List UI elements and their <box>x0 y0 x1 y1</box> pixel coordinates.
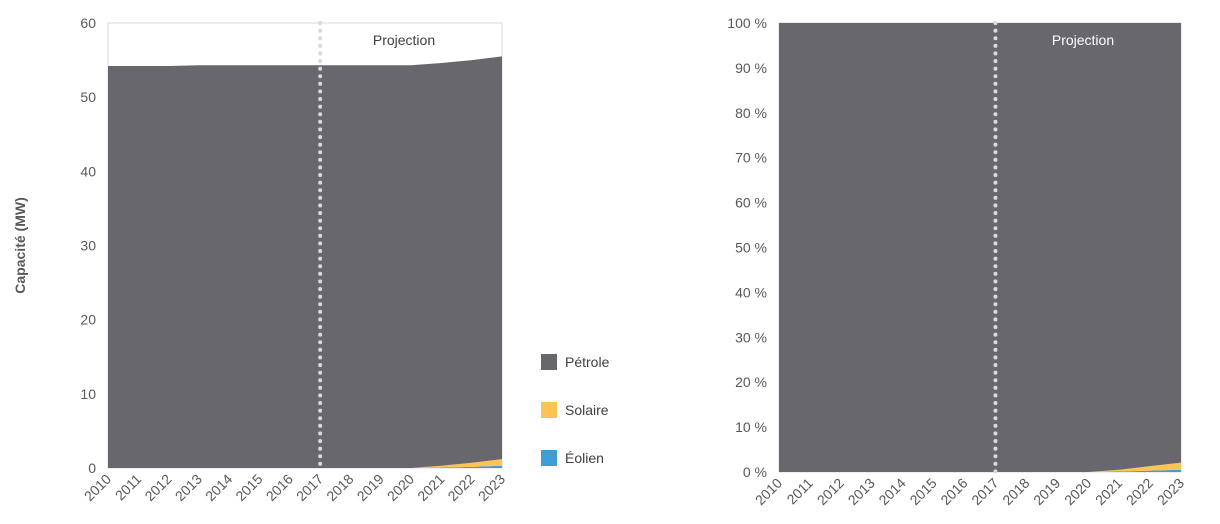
chart2-y-tick-label: 30 % <box>735 329 767 345</box>
chart1-y-tick-label: 0 <box>88 460 96 476</box>
chart2-area-petrole <box>779 23 1181 472</box>
chart1-area-eolien <box>108 465 502 468</box>
chart1-y-tick-label: 20 <box>80 312 96 328</box>
chart2-x-tick-label: 2020 <box>1061 475 1094 508</box>
chart1-x-tick-label: 2017 <box>293 471 326 504</box>
chart2-x-tick-label: 2015 <box>906 475 939 508</box>
chart1-projection-label: Projection <box>373 32 435 48</box>
chart1-x-tick-label: 2016 <box>263 471 296 504</box>
chart2-x-tick-label: 2017 <box>968 475 1001 508</box>
chart1-y-tick-label: 30 <box>80 238 96 254</box>
legend-swatch-solaire <box>541 402 557 418</box>
chart1-area-solaire <box>108 459 502 468</box>
chart1-y-axis-label: Capacité (MW) <box>12 197 28 293</box>
chart2-y-tick-label: 0 % <box>743 464 767 480</box>
chart1-y-tick-label: 40 <box>80 163 96 179</box>
chart2-x-tick-label: 2016 <box>937 475 970 508</box>
chart2-x-tick-label: 2022 <box>1123 475 1156 508</box>
chart1-x-tick-label: 2015 <box>232 471 265 504</box>
chart1-x-tick-label: 2023 <box>475 471 508 504</box>
chart1-y-tick-label: 60 <box>80 15 96 31</box>
chart2-x-tick-label: 2019 <box>1030 475 1063 508</box>
chart1-x-tick-label: 2018 <box>323 471 356 504</box>
legend: Pétrole Solaire Éolien <box>541 354 610 466</box>
chart1-x-tick-label: 2013 <box>172 471 205 504</box>
chart1-x-tick-label: 2020 <box>384 471 417 504</box>
chart1-x-tick-label: 2010 <box>81 471 114 504</box>
chart2-y-tick-label: 70 % <box>735 150 767 166</box>
chart2-y-tick-label: 10 % <box>735 419 767 435</box>
chart1-x-tick-label: 2012 <box>141 471 174 504</box>
chart2-projection-label: Projection <box>1052 32 1114 48</box>
chart2-x-tick-label: 2021 <box>1092 475 1125 508</box>
chart2-y-tick-label: 90 % <box>735 60 767 76</box>
chart2-x-tick-label: 2012 <box>814 475 847 508</box>
chart2-x-tick-label: 2013 <box>845 475 878 508</box>
chart2-area-eolien <box>779 469 1181 472</box>
capacity-mw-chart: 0102030405060201020112012201320142015201… <box>12 15 508 504</box>
legend-label-eolien: Éolien <box>565 450 604 466</box>
chart2-y-tick-label: 50 % <box>735 240 767 256</box>
chart2-x-tick-label: 2014 <box>875 475 908 508</box>
chart1-y-tick-label: 10 <box>80 386 96 402</box>
chart1-x-tick-label: 2022 <box>444 471 477 504</box>
legend-label-petrole: Pétrole <box>565 354 610 370</box>
chart1-x-tick-label: 2019 <box>354 471 387 504</box>
chart1-x-tick-label: 2011 <box>112 471 145 504</box>
chart2-y-tick-label: 40 % <box>735 284 767 300</box>
chart2-x-tick-label: 2018 <box>999 475 1032 508</box>
chart2-x-tick-label: 2011 <box>783 475 816 508</box>
chart2-y-tick-label: 20 % <box>735 374 767 390</box>
chart1-area-petrole <box>108 56 502 468</box>
legend-swatch-eolien <box>541 450 557 466</box>
capacity-share-chart: 0 % 10 % 20 % 30 % 40 % 50 % 60 % 70 % 80 % 90 % 1… <box>727 15 1187 508</box>
chart2-y-tick-label: 80 % <box>735 105 767 121</box>
legend-swatch-petrole <box>541 354 557 370</box>
chart2-y-tick-label: 100 % <box>727 15 767 31</box>
chart1-x-tick-label: 2014 <box>202 471 235 504</box>
chart1-x-tick-label: 2021 <box>414 471 447 504</box>
legend-label-solaire: Solaire <box>565 402 609 418</box>
chart1-y-tick-label: 50 <box>80 89 96 105</box>
chart2-x-tick-label: 2023 <box>1154 475 1187 508</box>
chart2-y-tick-label: 60 % <box>735 195 767 211</box>
